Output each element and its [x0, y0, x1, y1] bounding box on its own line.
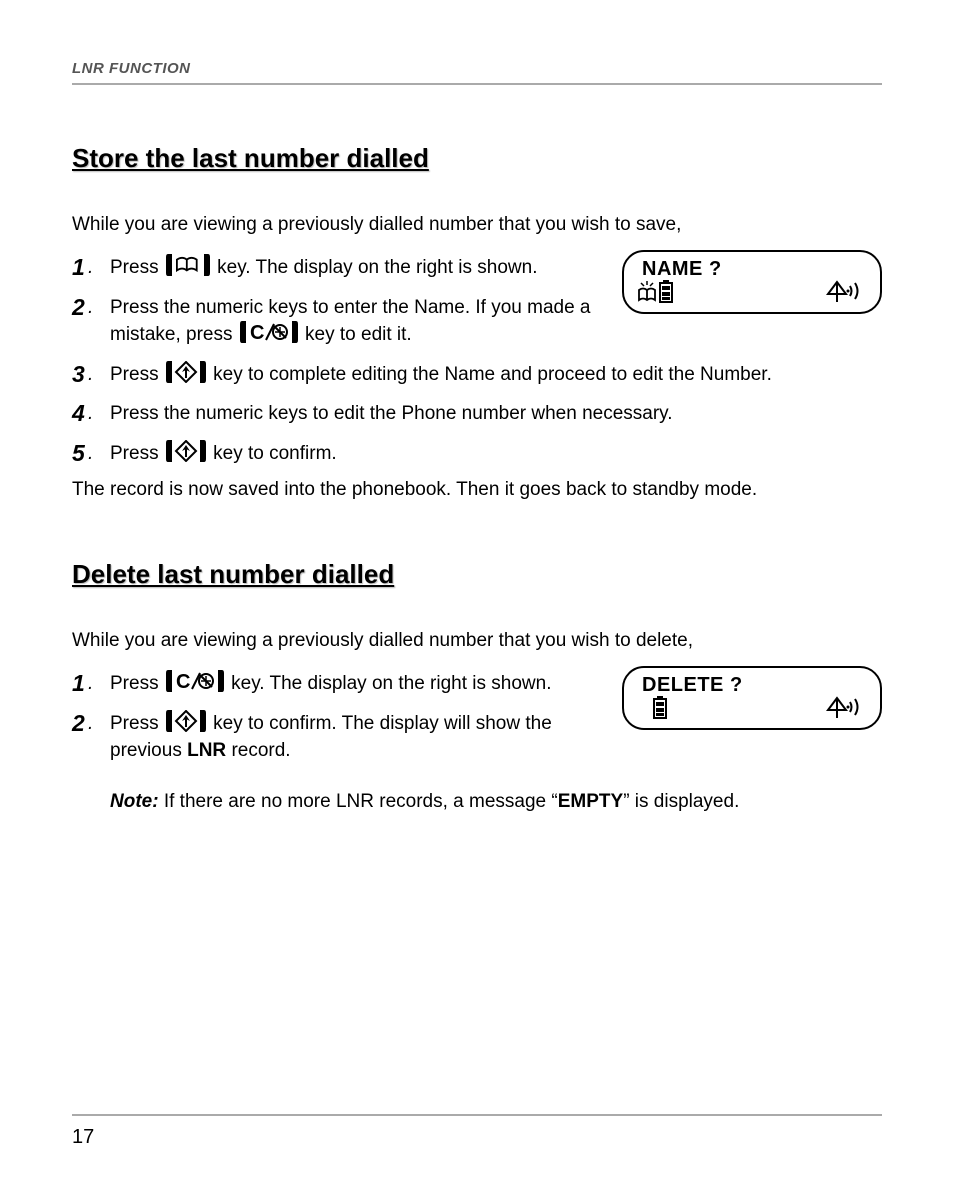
step-text: Press — [110, 673, 159, 694]
header: LNR FUNCTION — [72, 60, 882, 85]
step-3: . Press key to complete editing the Name… — [72, 361, 882, 389]
header-section-label: LNR FUNCTION — [72, 60, 882, 77]
step-row-with-display: . Press key. The display on the right is… — [72, 670, 882, 777]
step-text: key. The display on the right is shown. — [231, 673, 551, 694]
lcd-text: NAME ? — [642, 258, 866, 281]
step-row-with-display: . Press key. The display on the right is… — [72, 254, 882, 361]
steps-list: . Press key. The display on the right is… — [72, 254, 612, 349]
section-title: Delete last number dialled — [72, 559, 882, 590]
steps-list: . Press key. The display on the right is… — [72, 670, 612, 765]
step-text: record. — [226, 740, 290, 761]
diamond-arrow-icon — [164, 361, 208, 383]
section-intro: While you are viewing a previously diall… — [72, 214, 882, 236]
step-text: Press — [110, 257, 159, 278]
step-text: key. The display on the right is shown. — [217, 257, 537, 278]
step-text: Press the numeric keys to edit the Phone… — [110, 403, 673, 424]
step-5: . Press key to confirm. — [72, 440, 882, 468]
step-text: key to complete editing the Name and pro… — [213, 364, 772, 385]
phonebook-blink-icon — [639, 281, 655, 300]
note-label: Note: — [110, 791, 159, 812]
lcd-display: DELETE ? — [622, 666, 882, 730]
step-2: . Press the numeric keys to enter the Na… — [72, 294, 612, 349]
diamond-arrow-icon — [164, 440, 208, 462]
footer-rule — [72, 1114, 882, 1116]
step-text-bold: LNR — [187, 740, 226, 761]
note-text: ” is displayed. — [623, 791, 739, 812]
lcd-text: DELETE ? — [642, 674, 866, 697]
page-number: 17 — [72, 1126, 882, 1149]
c-mute-icon — [238, 321, 300, 343]
battery-icon — [638, 695, 670, 724]
battery-icon — [660, 280, 672, 302]
footer: 17 — [72, 1114, 882, 1149]
section-store: Store the last number dialled While you … — [72, 143, 882, 501]
step-text: key to edit it. — [305, 324, 412, 345]
step-1: . Press key. The display on the right is… — [72, 670, 612, 698]
header-rule — [72, 83, 882, 85]
lcd-icons-left — [638, 279, 678, 308]
step-1: . Press key. The display on the right is… — [72, 254, 612, 282]
section-delete: Delete last number dialled While you are… — [72, 559, 882, 813]
signal-icon — [826, 695, 862, 724]
c-mute-icon — [164, 670, 226, 692]
note: Note: If there are no more LNR records, … — [72, 791, 882, 813]
section-intro: While you are viewing a previously diall… — [72, 630, 882, 652]
step-2: . Press key to confirm. The display will… — [72, 710, 612, 765]
step-4: . Press the numeric keys to edit the Pho… — [72, 400, 882, 428]
step-text: Press — [110, 443, 159, 464]
signal-icon — [826, 279, 862, 308]
step-text: Press — [110, 364, 159, 385]
book-icon — [164, 254, 212, 276]
steps-list-cont: . Press key to complete editing the Name… — [72, 361, 882, 468]
section-title: Store the last number dialled — [72, 143, 882, 174]
step-text: Press — [110, 713, 159, 734]
note-text-bold: EMPTY — [558, 791, 623, 812]
lcd-display: NAME ? — [622, 250, 882, 314]
step-text: key to confirm. — [213, 443, 337, 464]
diamond-arrow-icon — [164, 710, 208, 732]
section-after-text: The record is now saved into the phonebo… — [72, 479, 882, 501]
page: LNR FUNCTION Store the last number diall… — [0, 0, 954, 1185]
note-text: If there are no more LNR records, a mess… — [159, 791, 558, 812]
